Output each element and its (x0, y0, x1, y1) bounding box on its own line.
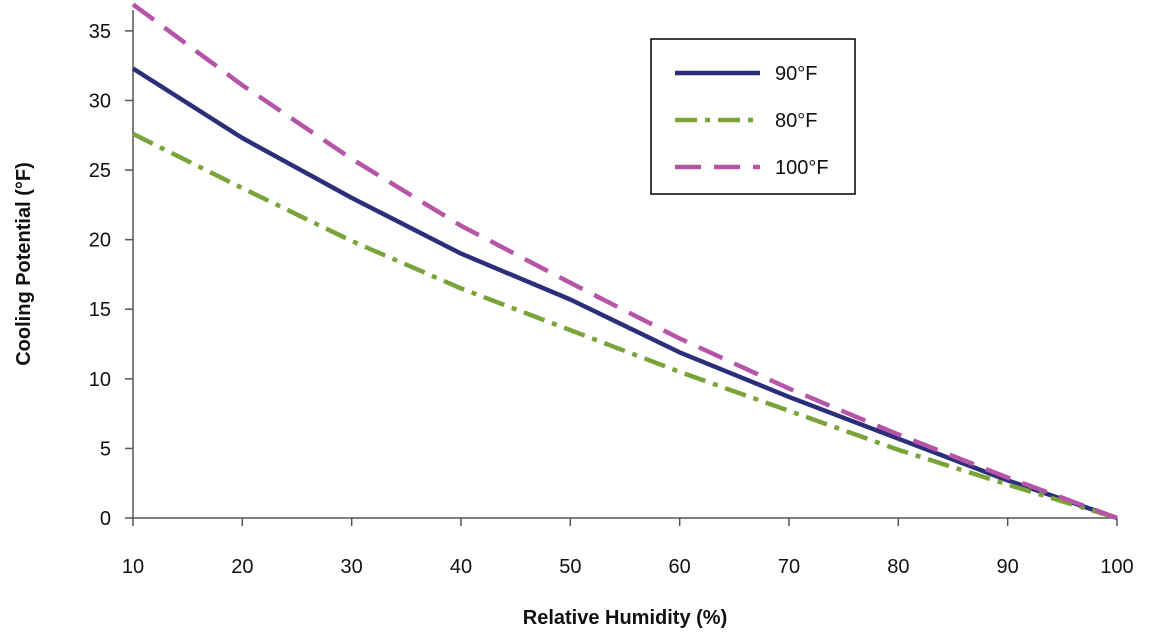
axes (132, 10, 1117, 519)
y-tick-label: 15 (89, 299, 111, 321)
x-tick-label: 90 (997, 556, 1019, 578)
series-line-3 (131, 2, 1118, 521)
y-tick-label: 5 (100, 438, 111, 460)
x-axis-title: Relative Humidity (%) (523, 607, 727, 629)
ticks: 0 5 10 15 20 25 30 35 10 20 30 40 50 60 70 80 90 100 (89, 21, 1134, 578)
y-axis-title: Cooling Potential (°F) (13, 162, 35, 366)
y-tick-label: 35 (89, 21, 111, 43)
x-tick-label: 60 (669, 556, 691, 578)
series-lines (131, 2, 1118, 521)
series-line-2 (132, 131, 1118, 521)
x-tick-label: 40 (450, 556, 472, 578)
x-tick-label: 50 (559, 556, 581, 578)
legend-label: 80°F (775, 110, 817, 132)
y-tick-label: 30 (89, 90, 111, 112)
x-tick-label: 70 (778, 556, 800, 578)
series-line-1 (131, 66, 1118, 521)
legend-label: 90°F (775, 63, 817, 85)
x-tick-label: 100 (1100, 556, 1133, 578)
x-tick-label: 30 (341, 556, 363, 578)
x-tick-label: 20 (231, 556, 253, 578)
legend: 90°F 80°F 100°F (650, 38, 856, 195)
legend-label: 100°F (775, 157, 829, 179)
x-tick-label: 80 (887, 556, 909, 578)
y-tick-label: 20 (89, 230, 111, 252)
x-tick-label: 10 (122, 556, 144, 578)
y-tick-label: 0 (100, 508, 111, 530)
y-tick-label: 10 (89, 369, 111, 391)
y-tick-label: 25 (89, 160, 111, 182)
